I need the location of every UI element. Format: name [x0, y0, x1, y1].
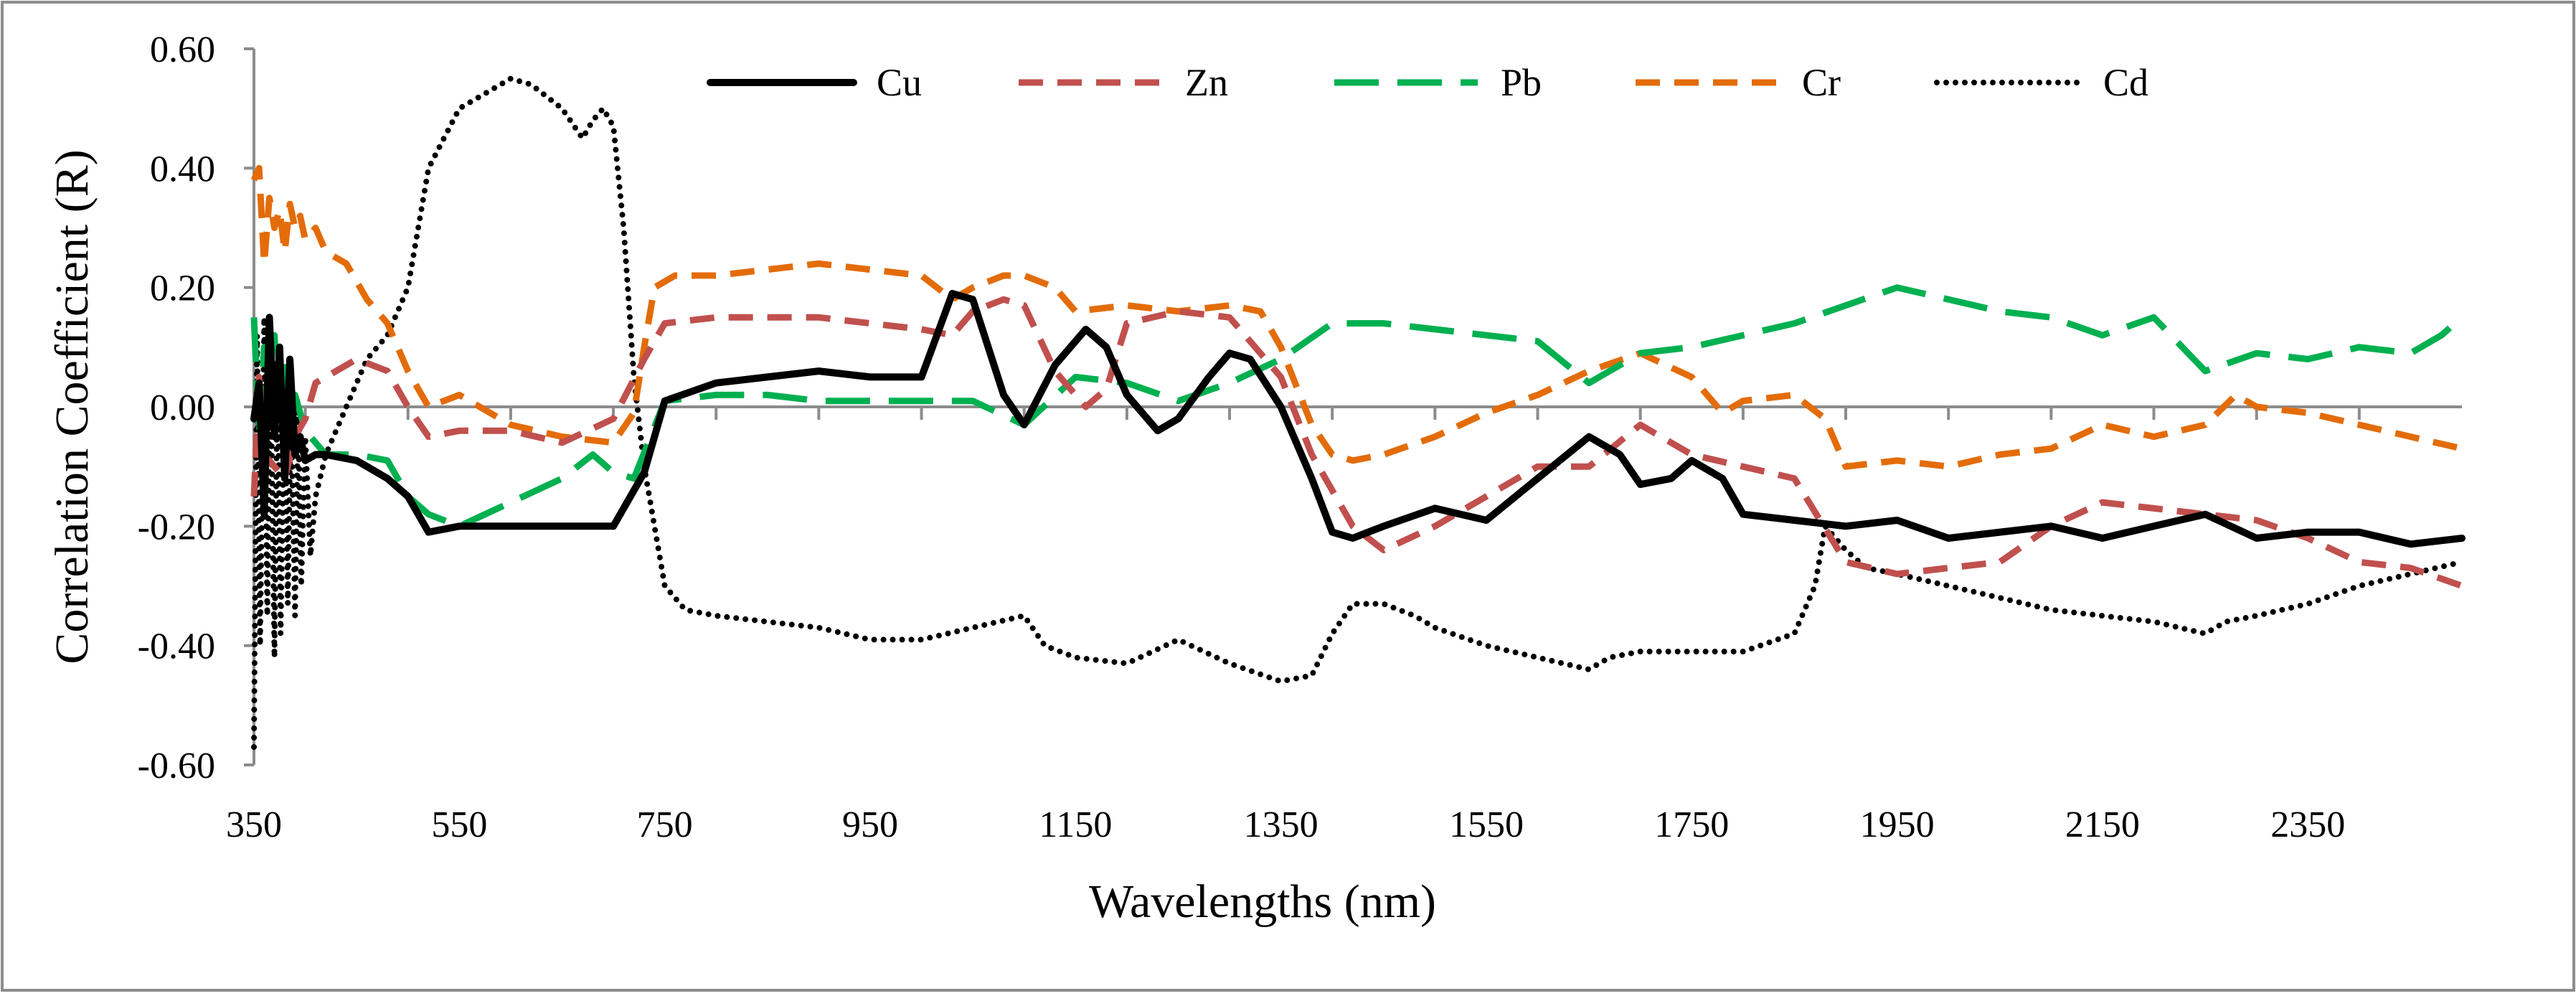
legend-label-cd: Cd	[2103, 61, 2148, 104]
x-tick-label: 1150	[1039, 804, 1112, 845]
series-line-cd	[251, 75, 2465, 750]
x-tick-label: 750	[637, 804, 693, 845]
x-tick-label: 2350	[2270, 804, 2345, 845]
x-tick-label: 2150	[2065, 804, 2140, 845]
y-tick-label: 0.00	[150, 387, 215, 428]
x-tick-label: 1550	[1449, 804, 1524, 845]
x-tick-label: 1950	[1860, 804, 1935, 845]
x-tick-label: 550	[431, 804, 487, 845]
legend-label-cu: Cu	[877, 61, 922, 104]
y-tick-label: 0.40	[150, 149, 215, 189]
series-line-zn	[250, 296, 2463, 589]
series-line-cu	[250, 290, 2466, 548]
y-tick-label: 0.60	[150, 29, 215, 70]
y-tick-label: -0.60	[138, 746, 215, 786]
legend-label-zn: Zn	[1185, 61, 1228, 104]
x-tick-label: 1750	[1654, 804, 1729, 845]
x-tick-label: 950	[842, 804, 898, 845]
y-tick-label: -0.20	[138, 507, 215, 548]
x-axis-title: Wavelengths (nm)	[1089, 875, 1436, 928]
x-tick-label: 350	[226, 804, 282, 845]
y-axis-title: Correlation Coefficient (R)	[46, 149, 98, 664]
y-tick-label: -0.40	[138, 626, 215, 667]
legend-label-pb: Pb	[1501, 61, 1542, 104]
legend-label-cr: Cr	[1802, 61, 1841, 104]
y-tick-label: 0.20	[150, 268, 215, 309]
x-tick-label: 1350	[1244, 804, 1318, 845]
series-line-cr	[250, 164, 2463, 470]
series-line-pb	[250, 284, 2464, 530]
